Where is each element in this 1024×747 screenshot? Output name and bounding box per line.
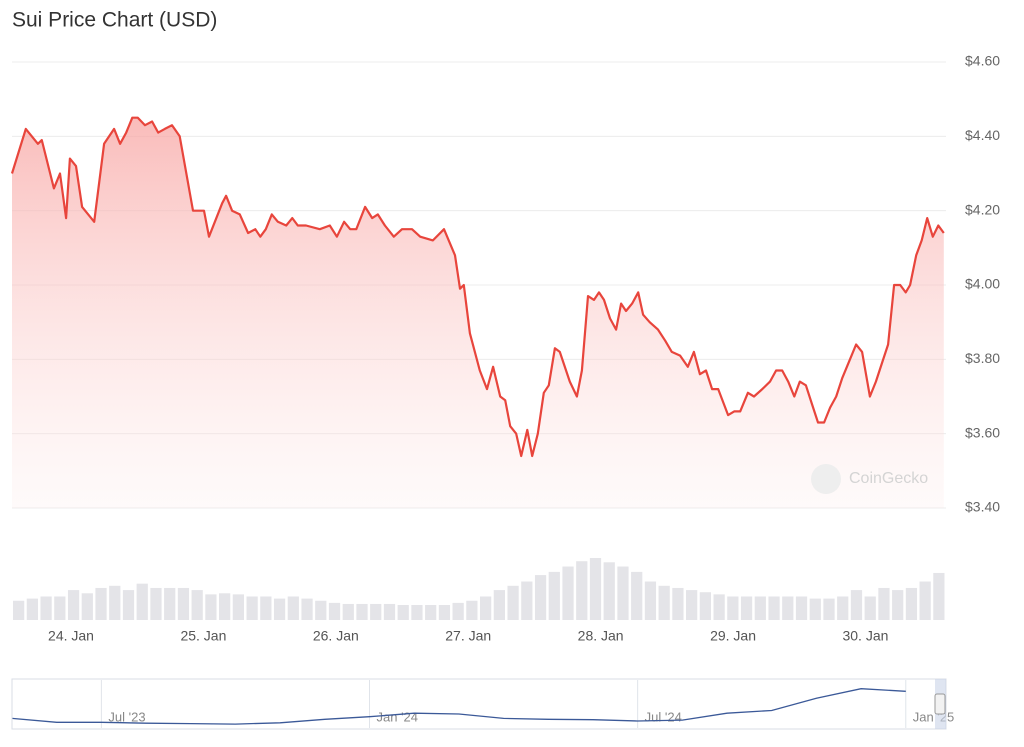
volume-bar (644, 581, 657, 620)
volume-bar (95, 587, 107, 620)
volume-bar (892, 590, 904, 620)
volume-bar (13, 600, 25, 620)
volume-bar (672, 587, 684, 620)
navigator-frame (11, 678, 947, 730)
volume-bar (480, 596, 492, 620)
x-tick-label: 24. Jan (48, 628, 94, 644)
navigator-tick-label: Jan '24 (377, 709, 419, 724)
volume-bar (411, 605, 423, 620)
y-tick-label: $4.00 (965, 276, 1000, 292)
x-tick-label: 26. Jan (313, 628, 359, 644)
volume-bar (273, 598, 286, 620)
y-tick-label: $4.60 (965, 53, 1000, 69)
volume-bar (466, 600, 478, 620)
volume-bar (905, 587, 918, 620)
volume-bar (164, 587, 176, 620)
volume-bar (232, 594, 244, 620)
volume-bar (425, 605, 437, 620)
volume-bar (383, 603, 396, 620)
volume-bar (603, 562, 615, 620)
volume-bar (493, 590, 505, 620)
volume-bar (754, 596, 766, 620)
volume-bar (809, 598, 821, 620)
volume-bar (631, 571, 643, 620)
volume-bar (301, 598, 313, 620)
volume-bar (617, 566, 629, 620)
volume-bar (768, 596, 780, 620)
watermark-text: CoinGecko (849, 470, 928, 487)
volume-bar (438, 605, 451, 620)
volume-bar (850, 590, 863, 620)
x-tick-label: 28. Jan (578, 628, 624, 644)
volume-bar (562, 566, 574, 620)
volume-bar (246, 596, 258, 620)
volume-bar (823, 598, 835, 620)
navigator-tick-label: Jul '23 (108, 709, 145, 724)
volume-bar (260, 596, 272, 620)
volume-bar (26, 598, 38, 620)
volume-bar (589, 558, 602, 620)
volume-bar (328, 602, 341, 620)
volume-bar (109, 585, 121, 620)
volume-bar (878, 587, 890, 620)
volume-bar (150, 587, 162, 620)
price-area (12, 117, 944, 508)
volume-bar (370, 603, 382, 620)
volume-bar (534, 575, 547, 620)
volume-bar (713, 594, 725, 620)
y-tick-label: $4.20 (965, 201, 1000, 217)
volume-bar (864, 596, 876, 620)
volume-bar (521, 581, 533, 620)
x-tick-label: 30. Jan (842, 628, 888, 644)
volume-bar (933, 572, 945, 620)
x-tick-label: 27. Jan (445, 628, 491, 644)
volume-bar (782, 596, 794, 620)
volume-bar (342, 603, 354, 620)
volume-bar (740, 596, 753, 620)
volume-bar (219, 593, 231, 620)
navigator-line (11, 688, 906, 725)
navigator-tick-label: Jul '24 (645, 709, 682, 724)
volume-bar (919, 581, 931, 620)
y-tick-label: $3.40 (965, 499, 1000, 515)
x-tick-label: 25. Jan (180, 628, 226, 644)
volume-bar (356, 603, 368, 620)
volume-bar (397, 605, 409, 620)
navigator-tick-label: Jan '25 (913, 709, 955, 724)
volume-bar (548, 571, 560, 620)
volume-bar (658, 585, 670, 620)
y-tick-label: $3.60 (965, 424, 1000, 440)
y-tick-label: $3.80 (965, 350, 1000, 366)
volume-bar (837, 596, 849, 620)
volume-bar (507, 585, 519, 620)
volume-bar (136, 583, 148, 620)
volume-bar (686, 590, 698, 620)
volume-bar (81, 593, 93, 620)
volume-bar (452, 602, 464, 620)
chart-title: Sui Price Chart (USD) (12, 9, 217, 32)
volume-bar (795, 596, 808, 620)
volume-bar (727, 596, 739, 620)
x-tick-label: 29. Jan (710, 628, 756, 644)
volume-bar (699, 592, 711, 620)
volume-bar (287, 596, 299, 620)
volume-bar (40, 596, 52, 620)
volume-bar (54, 596, 66, 620)
volume-bar (177, 587, 190, 620)
watermark-logo (811, 464, 841, 494)
volume-bar (315, 600, 327, 620)
volume-bar (205, 594, 217, 620)
price-line (10, 116, 945, 458)
volume-bar (191, 590, 203, 620)
navigator-handle[interactable] (934, 693, 946, 715)
volume-bar (576, 561, 588, 620)
volume-bar (67, 590, 80, 620)
volume-bar (122, 590, 135, 620)
y-tick-label: $4.40 (965, 127, 1000, 143)
watermark: CoinGecko (811, 464, 928, 494)
